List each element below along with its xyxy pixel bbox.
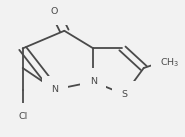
Text: N: N <box>90 77 97 86</box>
Text: Cl: Cl <box>18 112 27 122</box>
Text: N: N <box>51 85 58 94</box>
Text: CH$_3$: CH$_3$ <box>160 57 179 69</box>
Text: O: O <box>51 7 58 16</box>
Text: S: S <box>121 90 127 99</box>
